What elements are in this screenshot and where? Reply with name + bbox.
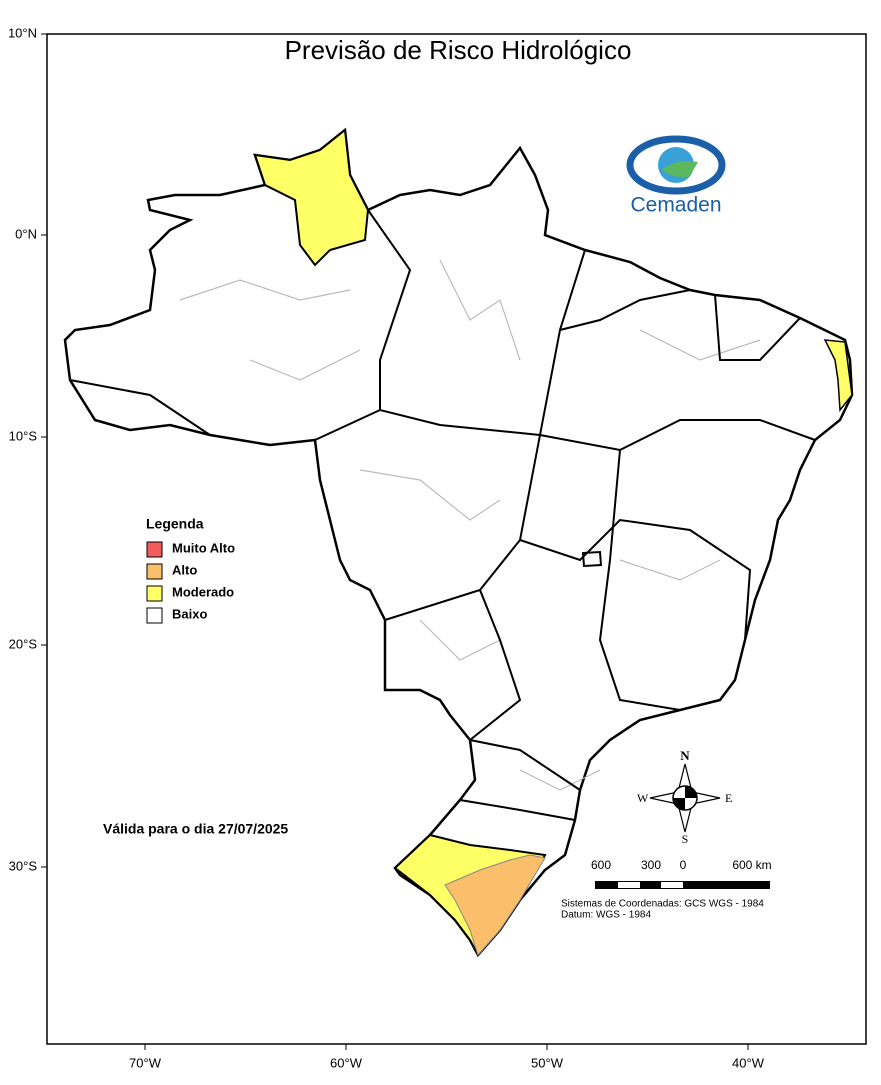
country	[63, 127, 854, 958]
legend-swatch	[146, 541, 163, 558]
lon-label: 60°W	[330, 1055, 363, 1070]
lat-label: 0°N	[15, 226, 37, 241]
notes: Sistemas de Coordenadas: GCS WGS - 1984D…	[561, 899, 764, 921]
legend-label: Muito Alto	[172, 540, 235, 555]
legend-title: Legenda	[146, 516, 204, 532]
lon-label: 50°W	[531, 1055, 564, 1070]
compass-north: N	[680, 748, 690, 763]
compass-west: W	[637, 791, 649, 805]
legend-label: Baixo	[172, 606, 207, 621]
compass: N S E W	[637, 748, 732, 846]
lat-label: 10°S	[9, 428, 38, 443]
axes: 10°N 0°N 10°S 20°S 30°S 70°W 60°W 50°W 40°W	[8, 25, 765, 1070]
lon-label: 70°W	[129, 1055, 162, 1070]
legend-label: Moderado	[172, 584, 234, 599]
lat-label: 30°S	[9, 858, 38, 873]
logo: Cemaden	[626, 135, 726, 217]
scale-label: 0	[680, 858, 687, 872]
scale-label: 300	[641, 858, 661, 872]
scale-label: 600 km	[732, 858, 771, 872]
note: Sistemas de Coordenadas: GCS WGS - 1984	[561, 899, 764, 910]
compass-east: E	[725, 791, 732, 805]
logo-text: Cemaden	[630, 194, 721, 217]
legend-swatch	[146, 563, 163, 580]
title: Previsão de Risco Hidrológico	[285, 35, 632, 65]
scale-label: 600	[591, 858, 611, 872]
legend: Legenda Muito Alto Alto Moderado Baixo	[146, 516, 235, 624]
lat-label: 10°N	[8, 25, 37, 40]
lat-label: 20°S	[9, 636, 38, 651]
lon-label: 40°W	[732, 1055, 765, 1070]
legend-swatch	[146, 607, 163, 624]
scale-bar: 600 300 0 600 km	[591, 858, 772, 889]
compass-south: S	[682, 832, 689, 846]
note: Datum: WGS - 1984	[561, 910, 651, 921]
legend-swatch	[146, 585, 163, 602]
validity: Válida para o dia 27/07/2025	[103, 821, 288, 837]
legend-label: Alto	[172, 562, 197, 577]
